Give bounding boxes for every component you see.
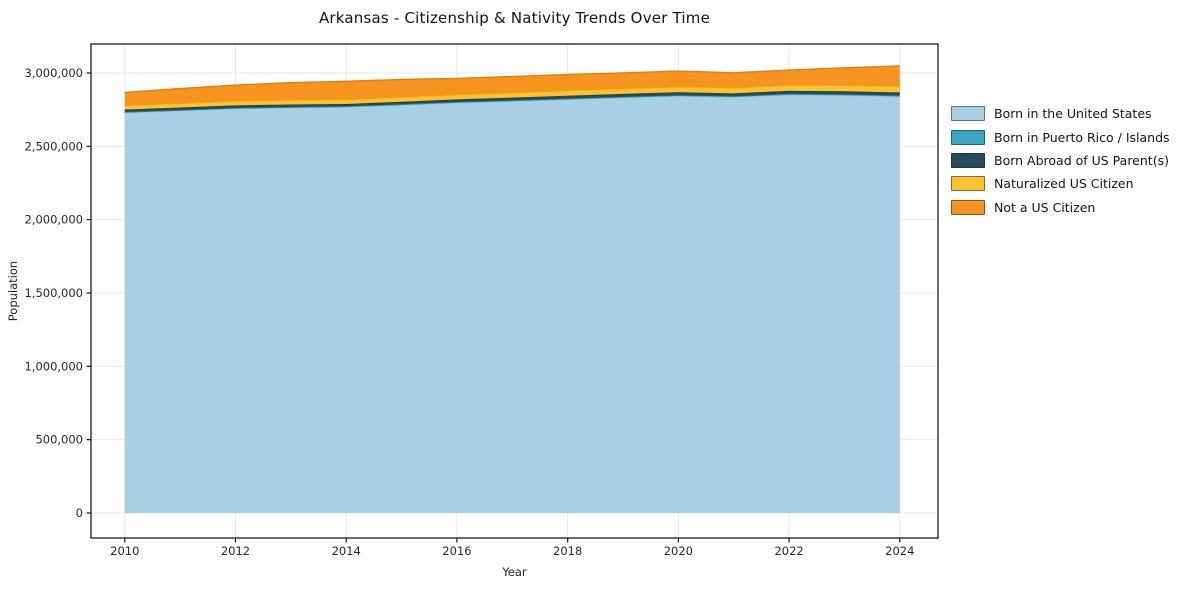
y-tick-label: 0 <box>76 506 83 520</box>
legend-swatch-icon <box>951 176 985 192</box>
legend-item-born-abroad-of-us-parent-s: Born Abroad of US Parent(s) <box>951 149 1170 172</box>
area-not-a-us-citizen <box>124 65 900 106</box>
plot-border <box>90 43 939 539</box>
legend-label: Born in the United States <box>994 106 1152 122</box>
y-tick-label: 3,000,000 <box>24 66 83 80</box>
legend-item-not-a-us-citizen: Not a US Citizen <box>951 196 1170 219</box>
area-edge-not-a-us-citizen <box>124 65 900 94</box>
x-tick-label: 2010 <box>110 544 139 558</box>
legend: Born in the United States Born in Puerto … <box>951 102 1170 219</box>
y-tick-label: 2,000,000 <box>24 213 83 227</box>
legend-label: Born in Puerto Rico / Islands <box>994 129 1170 145</box>
y-tick-label: 1,500,000 <box>24 286 83 300</box>
area-born-in-the-united-states <box>124 94 900 513</box>
y-tick-label: 500,000 <box>35 433 83 447</box>
y-tick-label: 1,000,000 <box>24 359 83 373</box>
y-axis-label: Population <box>6 260 20 322</box>
x-tick-label: 2014 <box>332 544 361 558</box>
x-tick-label: 2016 <box>442 544 471 558</box>
area-born-abroad-of-us-parent-s <box>124 90 900 113</box>
area-naturalized-us-citizen <box>124 85 900 110</box>
legend-swatch-icon <box>951 106 985 122</box>
x-tick-label: 2012 <box>221 544 250 558</box>
legend-item-born-in-puerto-rico-islands: Born in Puerto Rico / Islands <box>951 125 1170 148</box>
chart-title: Arkansas - Citizenship & Nativity Trends… <box>318 9 711 27</box>
legend-item-born-in-the-united-states: Born in the United States <box>951 102 1170 125</box>
legend-item-naturalized-us-citizen: Naturalized US Citizen <box>951 172 1170 195</box>
x-tick-label: 2024 <box>885 544 914 558</box>
x-axis-label: Year <box>502 565 527 579</box>
legend-label: Not a US Citizen <box>994 199 1096 215</box>
x-tick-label: 2022 <box>774 544 803 558</box>
x-tick-label: 2020 <box>664 544 693 558</box>
legend-swatch-icon <box>951 129 985 145</box>
legend-label: Born Abroad of US Parent(s) <box>994 152 1169 168</box>
legend-label: Naturalized US Citizen <box>994 176 1134 192</box>
y-tick-label: 2,500,000 <box>24 139 83 153</box>
legend-swatch-icon <box>951 199 985 215</box>
area-edge-born-abroad-of-us-parent-s <box>124 90 900 111</box>
legend-swatch-icon <box>951 152 985 168</box>
x-tick-label: 2018 <box>553 544 582 558</box>
